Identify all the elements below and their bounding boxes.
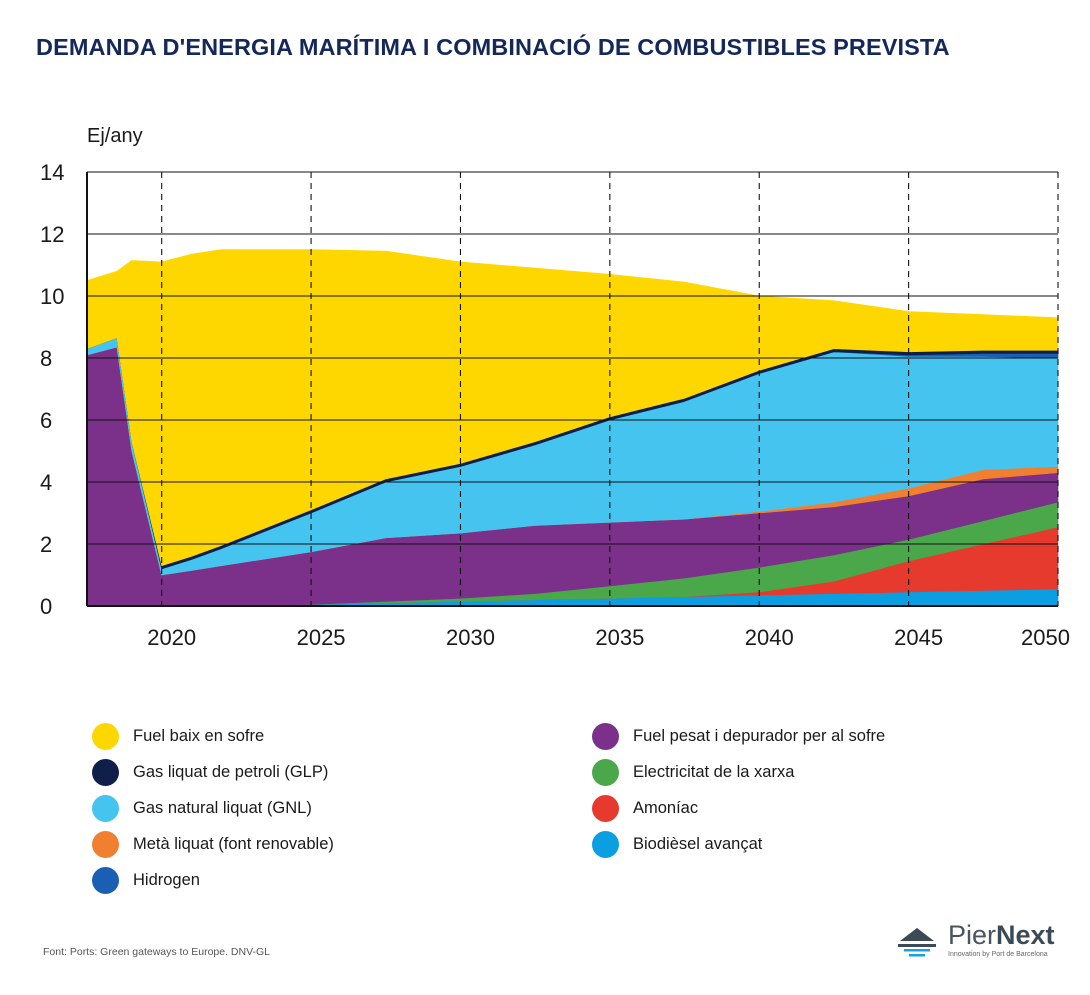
legend-swatch (92, 722, 119, 750)
legend-label: Biodièsel avançat (633, 834, 763, 853)
y-tick-label: 2 (40, 532, 52, 557)
piernext-logo: PierNext Innovation by Port de Barcelona (896, 920, 1066, 964)
legend-label: Gas natural liquat (GNL) (133, 798, 312, 817)
legend-item: Gas liquat de petroli (GLP) (92, 754, 334, 790)
legend-column-left: Fuel baix en sofre Gas liquat de petroli … (92, 718, 334, 898)
logo-wordmark: PierNext (948, 920, 1055, 951)
legend-item: Fuel baix en sofre (92, 718, 334, 754)
legend-label: Amoníac (633, 798, 699, 817)
y-tick-label: 12 (40, 222, 64, 247)
legend-swatch (592, 794, 619, 822)
legend-label: Gas liquat de petroli (GLP) (133, 762, 329, 781)
legend-label: Electricitat de la xarxa (633, 762, 795, 781)
lighthouse-logo-icon (898, 928, 936, 957)
y-tick-label: 8 (40, 346, 52, 371)
legend-label: Fuel pesat i depurador per al sofre (633, 726, 886, 745)
x-tick-label: 2050 (1021, 625, 1070, 650)
logo-name-light: Pier (948, 920, 997, 950)
logo-subtitle: Innovation by Port de Barcelona (948, 951, 1048, 958)
legend-label: Hidrogen (133, 870, 200, 889)
x-tick-label: 2035 (595, 625, 644, 650)
legend-item: Gas natural liquat (GNL) (92, 790, 334, 826)
y-axis-label: Ej/any (87, 125, 143, 147)
y-tick-label: 6 (40, 408, 52, 433)
legend-swatch (592, 758, 619, 786)
legend-swatch (92, 830, 119, 858)
x-tick-label: 2025 (297, 625, 346, 650)
legend-item: Amoníac (592, 790, 885, 826)
legend-label: Metà liquat (font renovable) (133, 834, 334, 853)
y-tick-label: 0 (40, 594, 52, 619)
legend-item: Fuel pesat i depurador per al sofre (592, 718, 885, 754)
legend-swatch (92, 758, 119, 786)
legend-swatch (592, 830, 619, 858)
legend-item: Hidrogen (92, 862, 334, 898)
y-tick-label: 10 (40, 284, 64, 309)
logo-name-bold: Next (996, 920, 1055, 950)
x-tick-label: 2040 (745, 625, 794, 650)
area-chart: 0 2 4 6 8 10 12 14 2020 2025 2030 2035 2040 2045 2050 E… (40, 125, 1070, 650)
legend-item: Metà liquat (font renovable) (92, 826, 334, 862)
legend-swatch (92, 794, 119, 822)
x-tick-label: 2020 (147, 625, 196, 650)
x-tick-label: 2045 (894, 625, 943, 650)
y-tick-label: 4 (40, 470, 52, 495)
legend-column-right: Fuel pesat i depurador per al sofre Elect… (592, 718, 885, 862)
legend-label: Fuel baix en sofre (133, 726, 265, 745)
y-tick-label: 14 (40, 160, 64, 185)
x-tick-label: 2030 (446, 625, 495, 650)
legend-swatch (92, 866, 119, 894)
chart-title: DEMANDA D'ENERGIA MARÍTIMA I COMBINACIÓ … (36, 34, 950, 60)
legend-item: Electricitat de la xarxa (592, 754, 885, 790)
source-note: Font: Ports: Green gateways to Europe. D… (43, 946, 271, 958)
legend-item: Biodièsel avançat (592, 826, 885, 862)
legend-swatch (592, 722, 619, 750)
